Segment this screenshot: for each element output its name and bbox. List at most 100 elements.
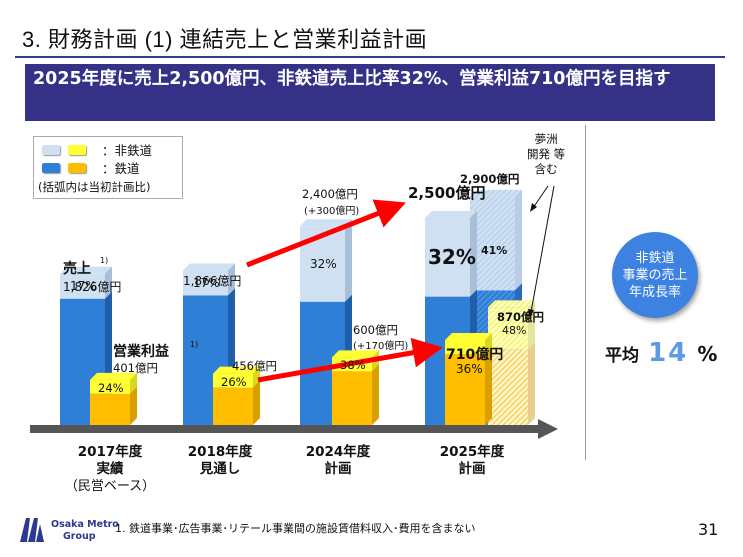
pct-sales-1: 17%	[193, 275, 220, 290]
x-label-year: 2017年度	[77, 444, 143, 460]
sales-trend-arrow	[246, 199, 406, 268]
growth-line-2: 事業の売上	[622, 267, 688, 283]
growth-line-3: 年成長率	[628, 284, 681, 300]
x-label-sub: 見通し	[199, 461, 241, 477]
legend-swatch-non-rail-op	[68, 145, 86, 155]
bar-op-0-non-rail	[90, 379, 130, 394]
bar-op-2-rail	[332, 371, 372, 425]
legend-swatch-rail-op	[68, 163, 86, 173]
bar-op-2-top	[332, 350, 379, 358]
average-label: 平均	[605, 346, 639, 366]
pct-op-0: 24%	[98, 380, 124, 395]
footnote: 1. 鉄道事業･広告事業･リテール事業間の施設賃借料収入･費用を含まない	[115, 522, 476, 535]
bar-op-3-side	[485, 333, 492, 425]
bar-sales-1-top	[183, 263, 235, 271]
x-axis-arrowhead	[538, 419, 558, 439]
bar-op-1-rail	[213, 387, 253, 425]
bar-op-3-top	[445, 333, 492, 340]
bar-sales-2025-yumeshima-side-upper	[515, 189, 522, 291]
pct-sales-3: 32%	[428, 245, 476, 270]
osaka-metro-logo: Osaka Metro Group	[20, 518, 119, 542]
bars-layer	[60, 189, 535, 425]
x-axis-line	[30, 425, 540, 433]
x-label-sub: 計画	[324, 461, 352, 477]
bar-sales-2025-yumeshima-non-rail	[470, 196, 515, 291]
legend-swatch-rail-sales	[42, 163, 60, 173]
sales-label: 売上	[63, 261, 91, 277]
legend-label-non-rail: ：非鉄道	[102, 143, 153, 158]
x-label-sub: 計画	[458, 461, 486, 477]
bar-sales-2-top	[300, 219, 352, 227]
bar-sales-3-side-upper	[470, 211, 477, 297]
yumeshima-pointer-op	[530, 185, 555, 313]
label-sales-0: 1,826億円	[63, 280, 122, 294]
logo-text-1: Osaka Metro	[51, 519, 119, 530]
op-label: 営業利益	[113, 344, 169, 360]
trend-arrows	[246, 199, 443, 383]
x-label-1: 2018年度 見通し	[165, 444, 275, 478]
legend-note: (括弧内は当初計画比)	[38, 180, 151, 194]
pct-op-1: 26%	[221, 374, 247, 389]
bar-sales-2-side-upper	[345, 219, 352, 302]
delta-sales-2: (+300億円)	[304, 206, 360, 217]
growth-rate-badge: 非鉄道 事業の売上 年成長率	[612, 232, 698, 318]
page-title: 3. 財務計画 (1) 連結売上と営業利益計画	[22, 27, 428, 52]
average-value: 14	[648, 338, 689, 368]
x-label-0: 2017年度 実績 （民営ベース）	[55, 444, 165, 495]
label-op-0: 401億円	[113, 361, 158, 375]
bar-sales-0-top	[60, 266, 112, 274]
bar-sales-2025-yumeshima-top	[470, 189, 522, 197]
logo-mark-icon	[20, 518, 44, 542]
yumeshima-note: 夢洲 開発 等 含む	[527, 132, 566, 176]
label-sales-2: 2,400億円	[302, 187, 358, 201]
yumeshima-pointer-sales	[532, 185, 549, 209]
bar-op-1-non-rail	[213, 373, 253, 388]
x-label-3: 2025年度 計画	[417, 444, 527, 478]
bar-sales-0-side-upper	[105, 266, 112, 299]
growth-line-1: 非鉄道	[635, 250, 675, 266]
logo-text-2: Group	[63, 531, 96, 542]
legend-label-rail: ：鉄道	[102, 161, 140, 176]
x-axis	[30, 419, 558, 439]
pct-sales-0: 17%	[70, 279, 97, 294]
label-op-2: 600億円	[353, 323, 398, 337]
delta-op-2: (+170億円)	[353, 341, 409, 352]
pct-sales-2025-yumeshima: 41%	[481, 243, 508, 257]
label-sales-2025-yumeshima: 2,900億円	[460, 171, 520, 186]
bar-sales-0-non-rail	[60, 273, 105, 299]
x-label-sub: 実績	[96, 461, 124, 477]
bar-op-2025-yumeshima-rail	[488, 349, 528, 425]
legend: ：非鉄道 ：鉄道 (括弧内は当初計画比)	[33, 136, 183, 199]
x-label-note: （民営ベース）	[64, 479, 156, 494]
op-trend-arrow	[257, 337, 443, 383]
x-label-year: 2018年度	[187, 444, 253, 460]
bar-op-1-top	[213, 366, 260, 374]
headline-banner: 2025年度に売上2,500億円、非鉄道売上比率32%、営業利益710億円を目指…	[25, 64, 715, 121]
growth-average: 平均 14 %	[605, 338, 717, 368]
label-sales-1: 1,866億円	[183, 274, 242, 288]
label-sales-3: 2,500億円	[408, 184, 486, 202]
yumeshima-pointer-op-head	[528, 309, 534, 318]
yumeshima-pointers	[528, 185, 555, 318]
pct-op-3: 36%	[456, 362, 483, 376]
label-op-1: 456億円	[232, 359, 277, 373]
label-op-3: 710億円	[446, 347, 504, 363]
bar-sales-1-side-upper	[228, 263, 235, 296]
page-number: 31	[698, 520, 719, 539]
bar-op-3-non-rail	[445, 340, 485, 354]
average-unit: %	[697, 342, 718, 366]
x-label-year: 2024年度	[305, 444, 371, 460]
x-label-2: 2024年度 計画	[283, 444, 393, 478]
pct-op-2: 38%	[340, 358, 366, 373]
bar-op-2025-yumeshima-non-rail	[488, 307, 528, 350]
label-op-2025-yumeshima: 870億円	[497, 310, 545, 325]
pct-sales-2: 32%	[310, 257, 337, 272]
op-footnote-mark: 1)	[190, 340, 199, 349]
bar-sales-3-non-rail	[425, 218, 470, 297]
legend-swatch-non-rail-sales	[42, 145, 60, 155]
x-label-year: 2025年度	[439, 444, 505, 460]
bar-op-3-rail	[445, 354, 485, 425]
bar-op-2025-yumeshima-top	[488, 300, 535, 308]
bar-sales-1-non-rail	[183, 270, 228, 296]
